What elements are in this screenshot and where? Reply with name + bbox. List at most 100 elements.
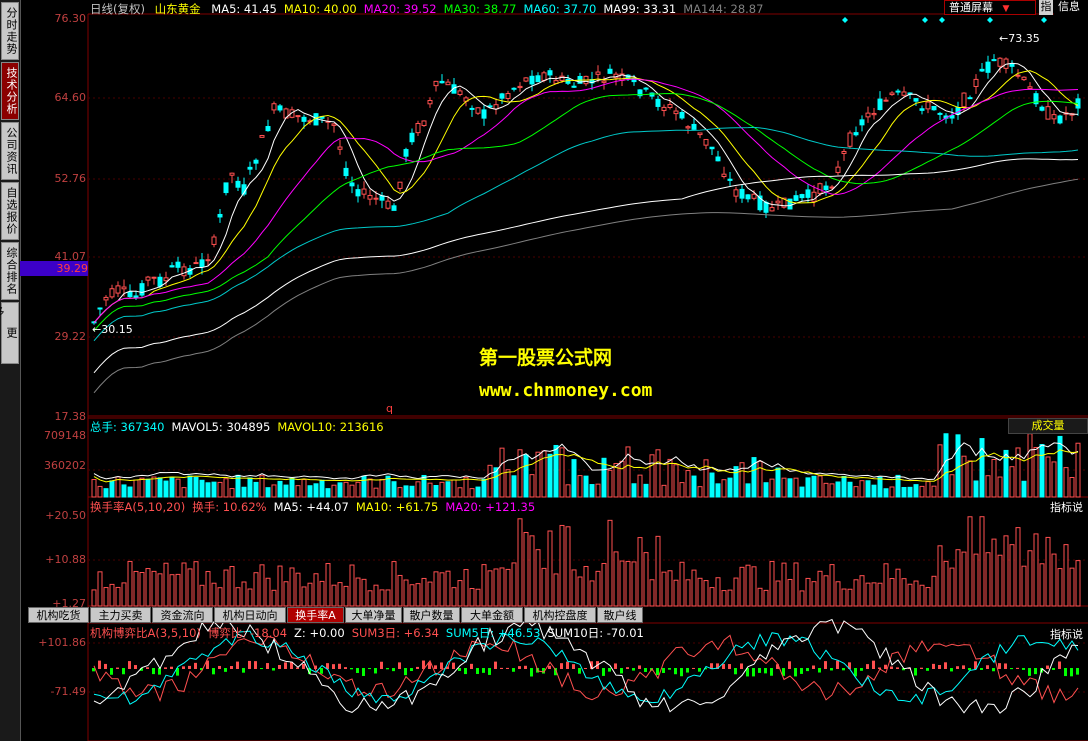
ma-label-6: MA144: 28.87: [683, 2, 764, 16]
volume-bar: [799, 486, 805, 498]
volume-bar: [913, 484, 919, 498]
game-bar: [722, 663, 725, 669]
volume-bar: [451, 479, 457, 498]
indicator-tab[interactable]: 散户数量: [403, 607, 460, 623]
turnover-bar: [685, 579, 691, 607]
tab-intraday[interactable]: 分时走势: [1, 2, 19, 60]
game-bar: [158, 668, 161, 675]
volume-bar: [211, 481, 217, 498]
indicator-tab[interactable]: 换手率A: [287, 607, 344, 623]
volume-bar: [403, 485, 409, 498]
volume-bar: [361, 475, 367, 498]
screen-mode-label: 普通屏幕: [949, 1, 993, 14]
candle-body: [421, 120, 427, 127]
game-bar: [410, 668, 413, 672]
turnover-bar: [841, 588, 847, 607]
game-bar: [452, 662, 455, 669]
volume-header: 总手: 367340 MAVOL5: 304895 MAVOL10: 213616: [90, 419, 391, 435]
stock-name: 山东黄金: [154, 2, 201, 16]
sum10-line: [93, 617, 1079, 714]
volume-tag[interactable]: 成交量: [1008, 418, 1088, 434]
candle-body: [199, 259, 205, 268]
indicator-tab[interactable]: 机构控盘度: [524, 607, 596, 623]
game-bar: [464, 668, 467, 675]
game-bar: [680, 668, 683, 677]
turnover-bar: [865, 582, 871, 607]
game-bar: [1058, 661, 1061, 669]
turnover-bar: [1033, 533, 1039, 607]
chart-canvas[interactable]: [20, 0, 1088, 741]
candle-body: [817, 183, 823, 194]
candle-body: [121, 286, 127, 290]
candle-body: [721, 173, 727, 178]
volume-bar: [637, 474, 643, 498]
candle-body: [859, 119, 865, 126]
tab-more[interactable]: 更多...: [0, 302, 19, 364]
game-bar: [812, 665, 815, 669]
info-button[interactable]: 信息: [1054, 0, 1088, 15]
game-bar: [584, 667, 587, 669]
indicator-tab[interactable]: 大单净量: [345, 607, 402, 623]
turnover-bar: [271, 589, 277, 607]
signal-diamond: [939, 17, 945, 23]
volume-bar: [835, 481, 841, 498]
turnover-bar: [643, 552, 649, 607]
game-header-item: 博弈比: -18.04: [207, 626, 288, 640]
turnover-bar: [1075, 560, 1081, 607]
candle-body: [865, 112, 871, 118]
turnover-bar: [559, 524, 565, 607]
volume-bar: [283, 484, 289, 498]
turnover-help-tag[interactable]: 指标说: [1050, 501, 1083, 514]
volume-bar: [577, 475, 583, 498]
volume-bar: [313, 483, 319, 498]
volume-bar: [631, 483, 637, 498]
volume-bar: [985, 475, 991, 498]
candle-body: [127, 291, 133, 298]
tab-watchlist[interactable]: 自选报价: [1, 182, 19, 240]
game-bar: [1076, 668, 1079, 675]
index-button[interactable]: 指: [1039, 0, 1053, 15]
candle-body: [265, 126, 271, 132]
turnover-bar: [151, 570, 157, 607]
turnover-bar: [937, 545, 943, 607]
screen-mode-dropdown[interactable]: 普通屏幕 ▼: [944, 0, 1036, 15]
game-bar: [308, 668, 311, 675]
volume-bar: [529, 474, 535, 498]
game-bar: [572, 664, 575, 669]
volume-bar: [421, 474, 427, 498]
candle-body: [409, 132, 415, 143]
game-bar: [422, 660, 425, 669]
candle-body: [229, 172, 235, 176]
volume-bar: [1009, 466, 1015, 498]
indicator-tab[interactable]: 机构日动向: [214, 607, 286, 623]
turnover-bar: [265, 577, 271, 607]
indicator-tab[interactable]: 主力买卖: [90, 607, 151, 623]
candle-body: [763, 201, 769, 213]
game-bar: [350, 668, 353, 670]
turnover-bar: [721, 590, 727, 607]
indicator-tab[interactable]: 散户线: [597, 607, 643, 623]
candle-body: [937, 112, 943, 115]
volume-header-item: 总手: 367340: [90, 420, 165, 434]
tab-ranking[interactable]: 综合排名: [1, 242, 19, 300]
game-bar: [998, 663, 1001, 669]
tab-technical-analysis[interactable]: 技术分析: [1, 62, 19, 120]
turnover-bar: [97, 571, 103, 607]
indicator-tab[interactable]: 机构吃货: [28, 607, 89, 623]
volume-bar: [409, 485, 415, 498]
game-help-tag[interactable]: 指标说: [1050, 628, 1083, 641]
game-bar: [686, 668, 689, 673]
game-bar: [524, 665, 527, 669]
signal-diamond: [842, 17, 848, 23]
candle-body: [1045, 106, 1051, 120]
turnover-bar: [121, 582, 127, 607]
indicator-tab[interactable]: 资金流向: [152, 607, 213, 623]
tab-company-news[interactable]: 公司资讯: [1, 122, 19, 180]
turnover-bar: [523, 531, 529, 607]
volume-bar: [343, 481, 349, 498]
game-bar: [542, 668, 545, 674]
game-bar: [938, 664, 941, 669]
indicator-tab[interactable]: 大单金额: [461, 607, 523, 623]
candle-body: [1039, 106, 1045, 111]
turnover-bar: [397, 574, 403, 607]
